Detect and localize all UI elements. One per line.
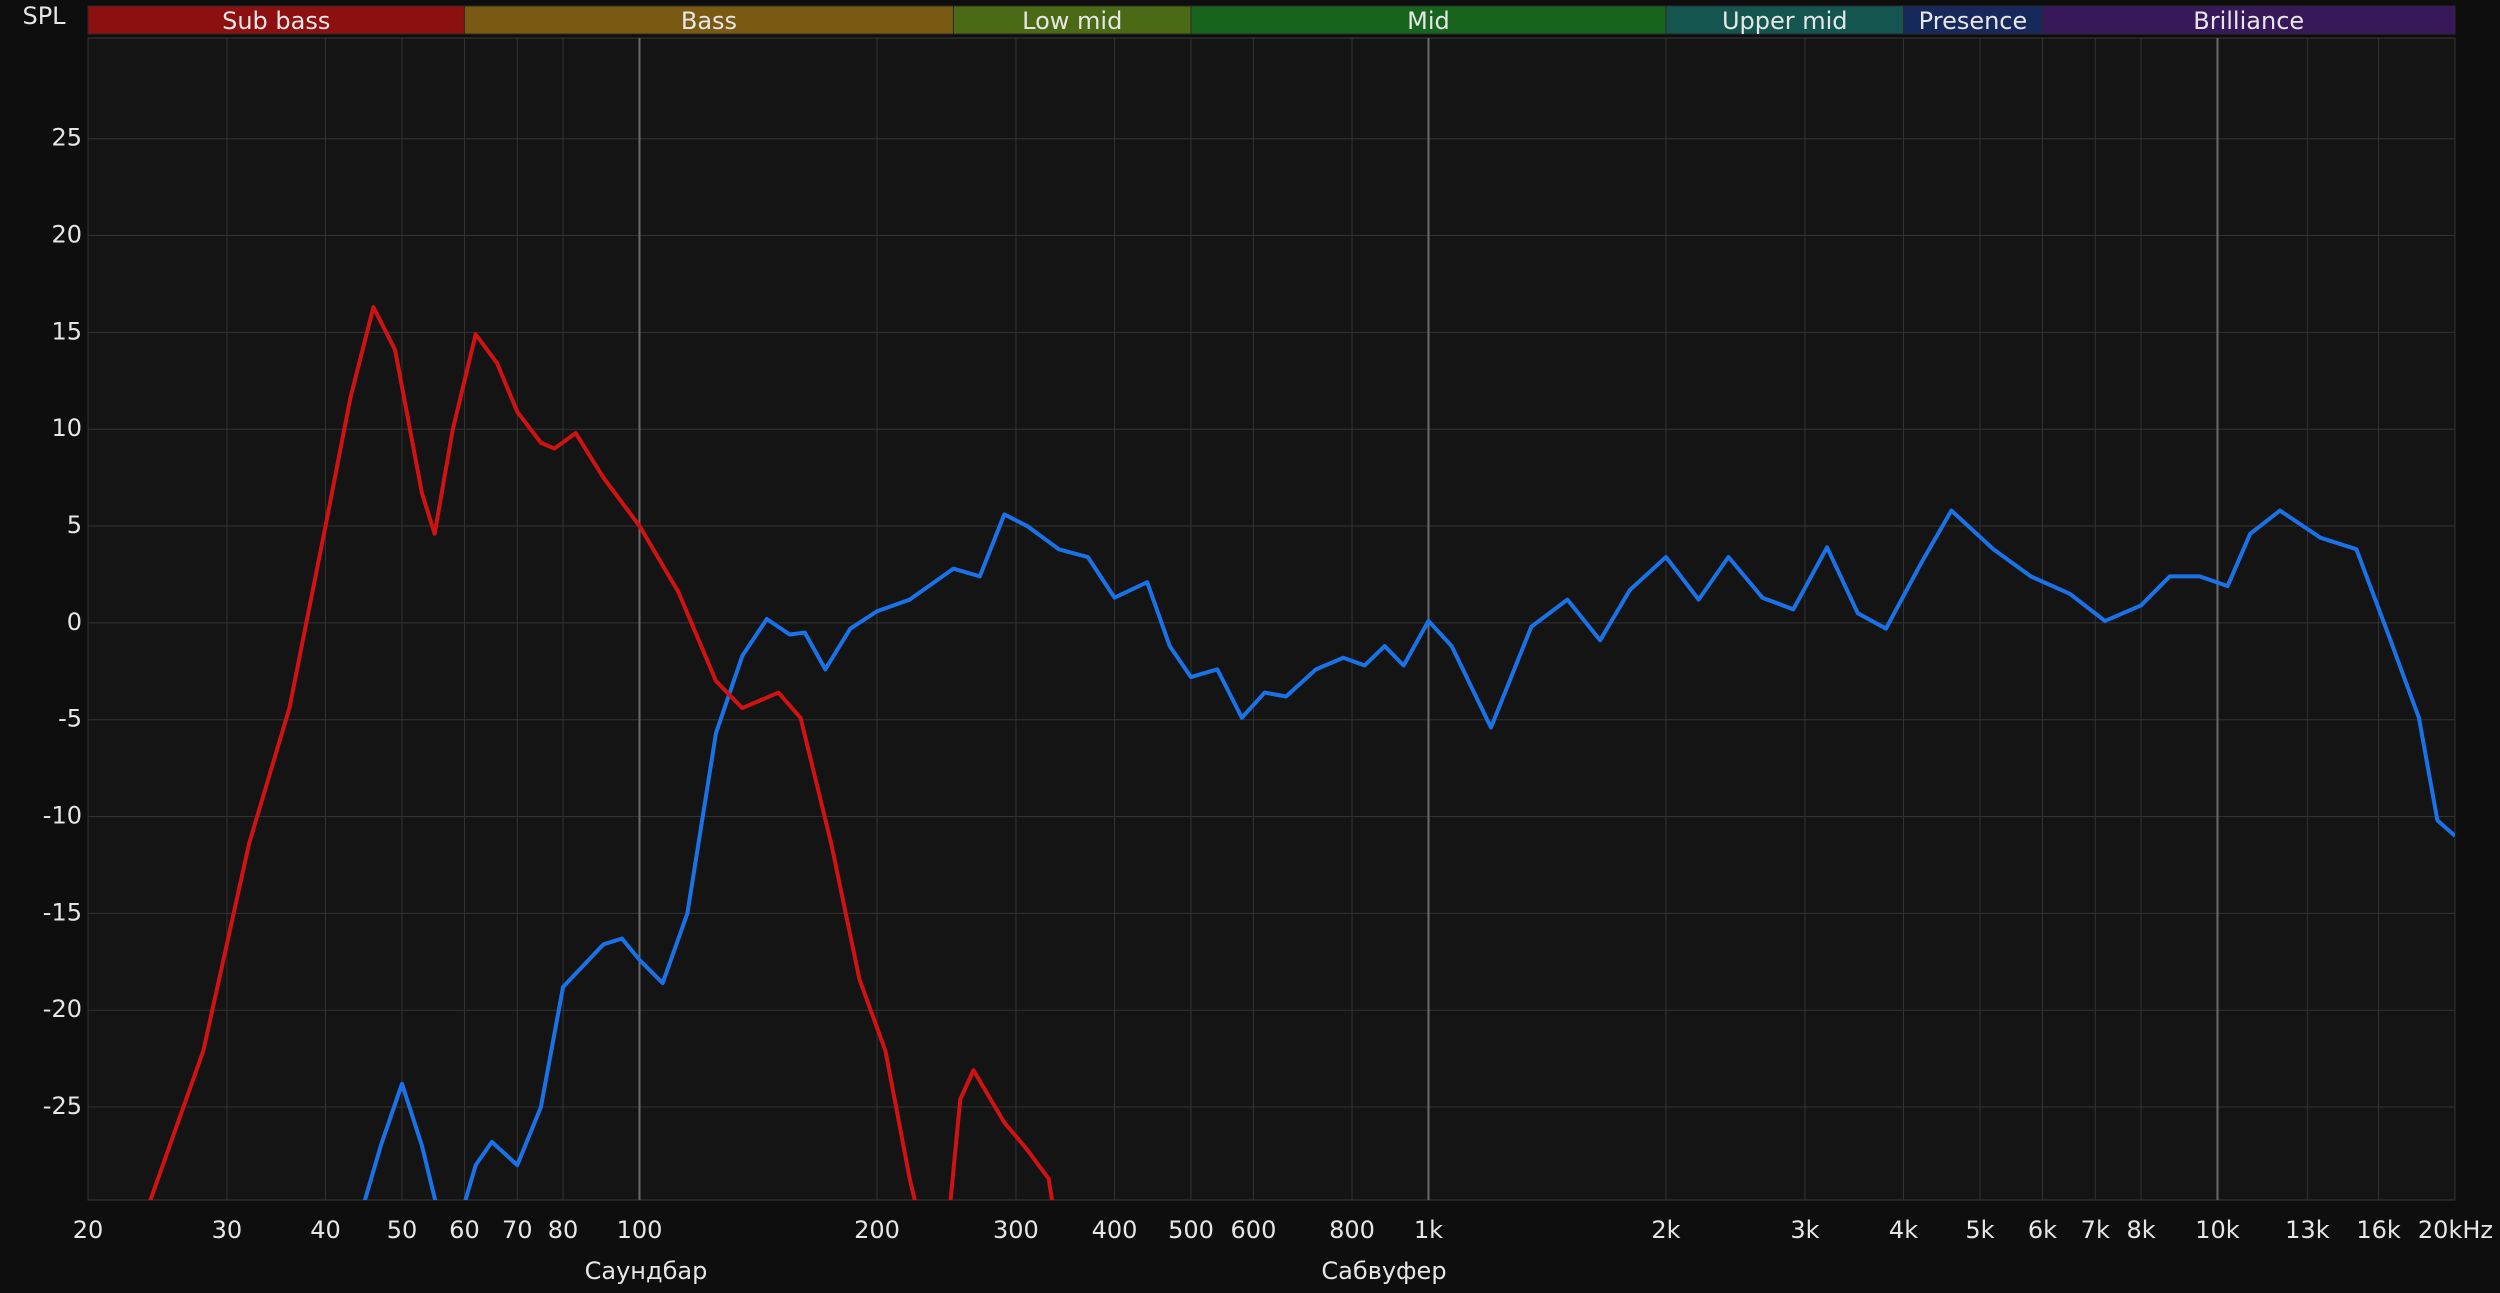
band-label: Bass [681, 7, 737, 35]
x-tick-label: 8k [2126, 1216, 2155, 1244]
plot-lines [148, 305, 2455, 1200]
x-tick-label: 200 [854, 1216, 900, 1244]
legend-entry: Саундбар [585, 1257, 708, 1285]
x-tick-label: 60 [449, 1216, 480, 1244]
x-tick-label: 80 [548, 1216, 579, 1244]
x-tick-label: 50 [387, 1216, 418, 1244]
y-tick-label: -5 [58, 705, 82, 733]
legend-entry: Сабвуфер [1321, 1257, 1446, 1285]
y-tick-label: -15 [43, 898, 82, 926]
y-tick-label: -10 [43, 802, 82, 830]
band-label: Mid [1407, 7, 1450, 35]
x-tick-label: 70 [502, 1216, 533, 1244]
y-tick-label: 5 [67, 511, 82, 539]
band-label: Low mid [1022, 7, 1122, 35]
y-tick-label: -25 [43, 1092, 82, 1120]
band [1190, 5, 1667, 35]
x-tick-label: 13k [2285, 1216, 2330, 1244]
band-label: Presence [1919, 7, 2028, 35]
y-tick-label: -20 [43, 995, 82, 1023]
series-line [362, 508, 2455, 1200]
x-tick-label: 2k [1651, 1216, 1680, 1244]
x-tick-label: 5k [1965, 1216, 1994, 1244]
band-label: Brilliance [2193, 7, 2304, 35]
band [463, 5, 954, 35]
x-tick-label: 20 [73, 1216, 104, 1244]
series-line [148, 305, 1055, 1200]
x-tick-label: 800 [1329, 1216, 1375, 1244]
x-tick-label: 4k [1889, 1216, 1918, 1244]
plot-area [87, 37, 2456, 1201]
x-tick-label: 16k [2356, 1216, 2401, 1244]
x-tick-label: 7k [2081, 1216, 2110, 1244]
x-tick-label: 1k [1414, 1216, 1443, 1244]
y-axis-label: SPL [22, 2, 66, 30]
x-tick-label: 3k [1790, 1216, 1819, 1244]
band-label: Sub bass [222, 7, 330, 35]
y-tick-label: 0 [67, 608, 82, 636]
y-tick-label: 10 [51, 414, 82, 442]
x-tick-label: 30 [212, 1216, 243, 1244]
x-tick-label: 500 [1168, 1216, 1214, 1244]
band [1665, 5, 1905, 35]
x-tick-label: 40 [310, 1216, 341, 1244]
x-tick-label: 20kHz [2418, 1216, 2493, 1244]
x-tick-label: 300 [993, 1216, 1039, 1244]
x-tick-label: 10k [2195, 1216, 2240, 1244]
x-tick-label: 400 [1092, 1216, 1138, 1244]
y-tick-label: 15 [51, 317, 82, 345]
band [2041, 5, 2456, 35]
band [87, 5, 465, 35]
y-tick-label: 25 [51, 124, 82, 152]
x-tick-label: 100 [617, 1216, 663, 1244]
band [952, 5, 1192, 35]
x-tick-label: 600 [1231, 1216, 1277, 1244]
x-tick-label: 6k [2028, 1216, 2057, 1244]
y-tick-label: 20 [51, 221, 82, 249]
band-label: Upper mid [1722, 7, 1848, 35]
